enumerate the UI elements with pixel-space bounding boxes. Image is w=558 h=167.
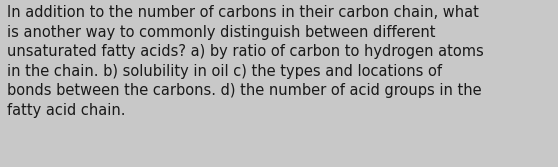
Text: In addition to the number of carbons in their carbon chain, what
is another way : In addition to the number of carbons in … [7,5,484,118]
